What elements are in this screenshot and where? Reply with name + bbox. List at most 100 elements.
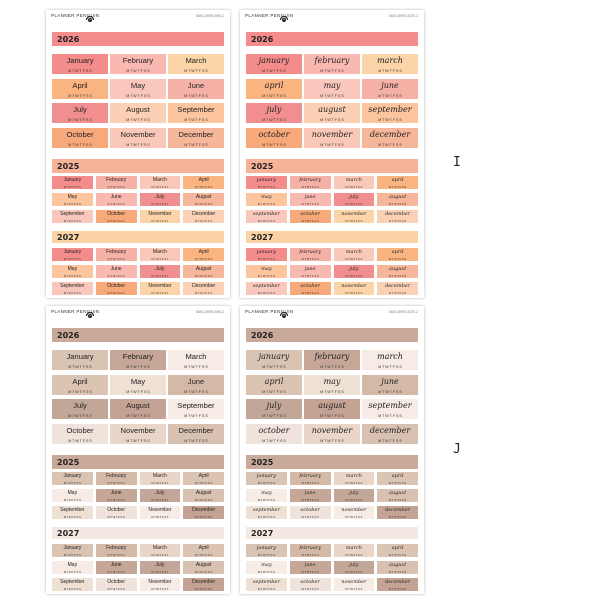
month-label-small-march: March M T W T F S S (139, 544, 181, 557)
month-label-small-october: October M T W T F S S (95, 506, 137, 519)
month-label-small-january: january M T W T F S S (246, 248, 287, 261)
month-name: january (256, 249, 276, 255)
month-label-small-november: November M T W T F S S (139, 506, 181, 519)
weekday-letters: M T W T F S S (151, 553, 169, 557)
month-name: September (60, 211, 85, 217)
month-name: march (377, 56, 403, 65)
month-label-large-february: february M T W T F S S (304, 54, 360, 74)
weekday-letters: M T W T F S S (184, 69, 208, 73)
month-label-large-may: May M T W T F S S (110, 374, 166, 395)
month-name: July (155, 562, 165, 568)
month-name: december (385, 579, 411, 585)
month-name: july (349, 562, 359, 568)
weekday-letters: M T W T F S S (301, 291, 319, 295)
weekday-letters: M T W T F S S (301, 553, 319, 557)
month-name: June (110, 194, 122, 200)
month-label-small-february: February M T W T F S S (95, 176, 137, 189)
month-name: december (369, 129, 411, 139)
month-name: september (252, 211, 280, 217)
month-name: june (304, 194, 316, 200)
month-name: april (264, 376, 284, 386)
month-label-large-november: november M T W T F S S (304, 423, 360, 444)
weekday-letters: M T W T F S S (195, 185, 213, 189)
year-header-main: 2026 (246, 328, 418, 342)
month-name: august (389, 266, 407, 272)
month-label-small-november: November M T W T F S S (139, 578, 181, 591)
month-label-small-january: January M T W T F S S (52, 472, 93, 485)
weekday-letters: M T W T F S S (195, 498, 213, 502)
month-label-small-december: December M T W T F S S (183, 578, 224, 591)
weekday-letters: M T W T F S S (301, 481, 319, 485)
weekday-letters: M T W T F S S (257, 274, 275, 278)
month-name: february (299, 473, 322, 479)
month-name: February (122, 352, 154, 361)
weekday-letters: M T W T F S S (68, 414, 92, 418)
month-name: December (192, 283, 216, 289)
month-label-small-january: January M T W T F S S (52, 544, 93, 557)
weekday-letters: M T W T F S S (151, 257, 169, 261)
month-label-small-january: january M T W T F S S (246, 472, 287, 485)
month-name: May (130, 80, 146, 90)
month-label-large-january: January M T W T F S S (52, 350, 108, 370)
month-label-large-march: march M T W T F S S (362, 350, 418, 370)
month-name: August (126, 105, 150, 114)
weekday-letters: M T W T F S S (389, 257, 407, 261)
weekday-letters: M T W T F S S (63, 570, 81, 574)
month-label-small-june: june M T W T F S S (289, 265, 331, 278)
month-label-large-march: March M T W T F S S (168, 54, 224, 74)
year-header-main: 2026 (52, 32, 224, 46)
month-label-large-november: november M T W T F S S (304, 127, 360, 148)
month-name: april (391, 249, 404, 255)
month-name: February (106, 473, 127, 479)
weekday-letters: M T W T F S S (68, 438, 92, 443)
month-label-small-july: july M T W T F S S (333, 561, 375, 574)
month-label-small-november: november M T W T F S S (333, 210, 375, 223)
month-label-large-august: August M T W T F S S (110, 399, 166, 419)
month-name: September (177, 401, 215, 410)
weekday-letters: M T W T F S S (151, 219, 169, 223)
month-name: December (192, 507, 216, 513)
month-label-large-february: February M T W T F S S (110, 54, 166, 74)
weekday-letters: M T W T F S S (301, 515, 319, 519)
month-label-large-october: october M T W T F S S (246, 127, 302, 148)
month-label-small-april: april M T W T F S S (377, 544, 418, 557)
weekday-letters: M T W T F S S (151, 274, 169, 278)
weekday-letters: M T W T F S S (320, 365, 344, 369)
month-label-large-february: February M T W T F S S (110, 350, 166, 370)
weekday-letters: M T W T F S S (107, 481, 125, 485)
weekday-letters: M T W T F S S (262, 142, 286, 147)
weekday-letters: M T W T F S S (63, 257, 81, 261)
weekday-letters: M T W T F S S (257, 570, 275, 574)
month-label-large-september: September M T W T F S S (168, 399, 224, 419)
weekday-letters: M T W T F S S (262, 69, 286, 73)
penguin-logo-icon (279, 307, 289, 318)
month-name: december (369, 425, 411, 435)
month-name: october (300, 211, 320, 217)
month-name: september (252, 579, 280, 585)
weekday-letters: M T W T F S S (389, 219, 407, 223)
weekday-letters: M T W T F S S (301, 202, 319, 206)
month-name: november (341, 283, 367, 289)
month-name: may (261, 490, 272, 496)
weekday-letters: M T W T F S S (126, 93, 150, 98)
month-label-small-july: July M T W T F S S (139, 561, 181, 574)
month-label-large-may: may M T W T F S S (304, 78, 360, 99)
weekday-letters: M T W T F S S (184, 142, 208, 147)
month-label-small-february: february M T W T F S S (289, 472, 331, 485)
month-label-large-august: august M T W T F S S (304, 103, 360, 123)
month-label-small-march: march M T W T F S S (333, 248, 375, 261)
weekday-letters: M T W T F S S (257, 587, 275, 591)
weekday-letters: M T W T F S S (63, 587, 81, 591)
month-label-small-july: July M T W T F S S (139, 265, 181, 278)
month-name: February (106, 545, 127, 551)
year-header-main: 2026 (52, 328, 224, 342)
month-label-large-january: January M T W T F S S (52, 54, 108, 74)
weekday-letters: M T W T F S S (68, 93, 92, 98)
month-name: march (345, 545, 362, 551)
month-label-large-june: June M T W T F S S (168, 374, 224, 395)
month-name: october (300, 579, 320, 585)
group-label-j: J (453, 442, 461, 457)
weekday-letters: M T W T F S S (151, 202, 169, 206)
year-header-main: 2026 (246, 32, 418, 46)
weekday-letters: M T W T F S S (345, 202, 363, 206)
